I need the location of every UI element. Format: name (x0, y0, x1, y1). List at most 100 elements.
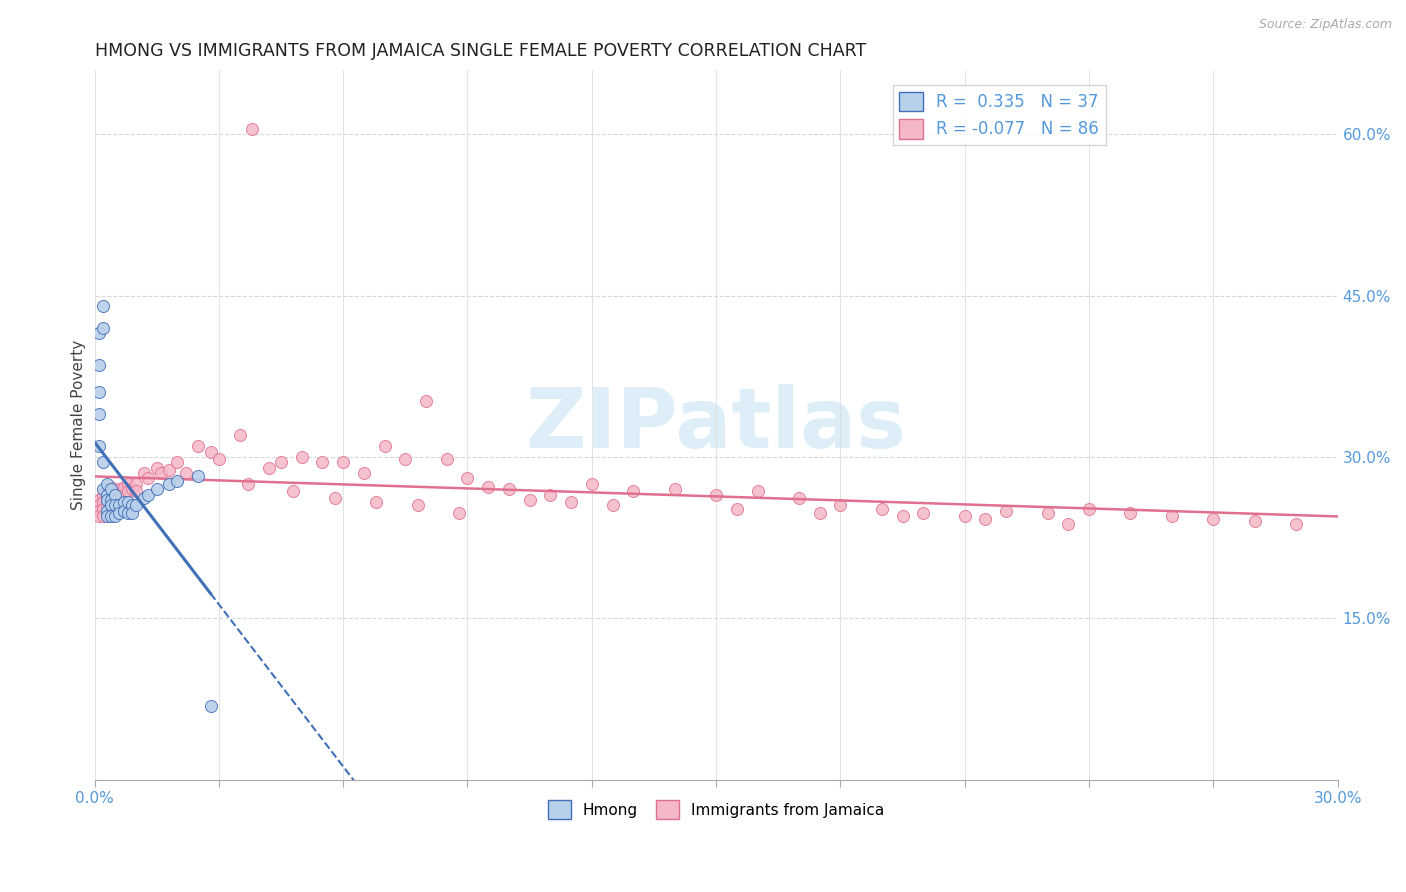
Point (96, 498, 118, 512)
Point (87, 492, 110, 507)
Point (125, 484, 148, 499)
Point (87, 509, 110, 524)
Point (121, 482, 143, 496)
Point (1243, 515, 1265, 529)
Point (104, 492, 127, 507)
Point (112, 504, 135, 518)
Point (121, 506, 143, 520)
Point (117, 506, 139, 520)
Text: HMONG VS IMMIGRANTS FROM JAMAICA SINGLE FEMALE POVERTY CORRELATION CHART: HMONG VS IMMIGRANTS FROM JAMAICA SINGLE … (94, 42, 866, 60)
Point (283, 484, 305, 499)
Point (332, 455, 354, 469)
Point (602, 498, 624, 512)
Point (1119, 506, 1142, 520)
Point (953, 509, 976, 524)
Point (236, 476, 259, 491)
Point (725, 501, 748, 516)
Point (100, 509, 122, 524)
Point (1285, 516, 1308, 531)
Point (87, 504, 110, 518)
Point (787, 491, 810, 505)
Point (145, 482, 167, 496)
Point (104, 487, 127, 501)
Point (100, 480, 122, 494)
Point (134, 466, 156, 480)
Point (498, 482, 520, 496)
Point (104, 484, 127, 499)
Point (91, 455, 114, 469)
Point (353, 466, 375, 480)
Point (100, 495, 122, 509)
Y-axis label: Single Female Poverty: Single Female Poverty (72, 340, 86, 509)
Point (323, 491, 346, 505)
Point (166, 474, 188, 488)
Point (187, 469, 209, 483)
Point (96, 492, 118, 507)
Text: Source: ZipAtlas.com: Source: ZipAtlas.com (1258, 18, 1392, 31)
Point (108, 482, 131, 496)
Point (1078, 501, 1101, 516)
Point (1202, 512, 1225, 526)
Point (747, 484, 769, 499)
Point (311, 455, 333, 469)
Point (96, 509, 118, 524)
Point (1036, 506, 1059, 520)
Legend: Hmong, Immigrants from Jamaica: Hmong, Immigrants from Jamaica (541, 795, 891, 825)
Point (664, 482, 686, 496)
Point (138, 487, 160, 501)
Point (138, 471, 160, 485)
Point (174, 466, 197, 480)
Point (974, 512, 997, 526)
Point (125, 498, 148, 512)
Point (87, 439, 110, 453)
Point (621, 484, 644, 499)
Point (406, 498, 429, 512)
Point (449, 506, 471, 520)
Text: ZIPatlas: ZIPatlas (526, 384, 907, 465)
Point (415, 394, 437, 409)
Point (96, 492, 118, 507)
Point (134, 491, 156, 505)
Point (436, 452, 458, 467)
Point (104, 498, 127, 512)
Point (456, 471, 478, 485)
Point (96, 476, 118, 491)
Point (91, 482, 114, 496)
Point (96, 487, 118, 501)
Point (560, 495, 582, 509)
Point (108, 491, 131, 505)
Point (995, 504, 1018, 518)
Point (100, 504, 122, 518)
Point (228, 428, 250, 442)
Point (808, 506, 831, 520)
Point (100, 482, 122, 496)
Point (117, 495, 139, 509)
Point (870, 501, 893, 516)
Point (100, 492, 122, 507)
Point (187, 439, 209, 453)
Point (581, 476, 603, 491)
Point (117, 484, 139, 499)
Point (96, 504, 118, 518)
Point (208, 452, 231, 467)
Point (394, 452, 416, 467)
Point (108, 506, 131, 520)
Point (891, 509, 914, 524)
Point (91, 299, 114, 313)
Point (200, 444, 222, 458)
Point (125, 476, 148, 491)
Point (87, 407, 110, 421)
Point (704, 487, 727, 501)
Point (100, 498, 122, 512)
Point (104, 509, 127, 524)
Point (538, 487, 561, 501)
Point (157, 476, 180, 491)
Point (121, 498, 143, 512)
Point (112, 480, 135, 494)
Point (87, 385, 110, 400)
Point (830, 498, 852, 512)
Point (912, 506, 935, 520)
Point (1160, 509, 1182, 524)
Point (149, 466, 172, 480)
Point (112, 495, 135, 509)
